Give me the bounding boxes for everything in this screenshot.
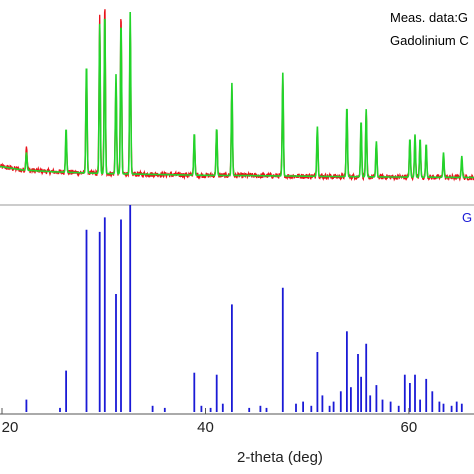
legend-reference: G (462, 210, 472, 225)
legend-calculated: Gadolinium C (390, 33, 469, 48)
x-tick-label-1: 40 (197, 419, 214, 436)
x-tick-label-2: 60 (401, 419, 418, 436)
measured-curve (0, 9, 474, 182)
pattern-panel (0, 9, 474, 182)
x-axis-label: 2-theta (deg) (237, 449, 323, 466)
x-ticks: 20 40 60 (1, 408, 418, 436)
legend-measured: Meas. data:G (390, 10, 468, 25)
reference-panel (25, 205, 463, 412)
calculated-curve (0, 11, 474, 179)
x-tick-label-0: 20 (2, 419, 19, 436)
